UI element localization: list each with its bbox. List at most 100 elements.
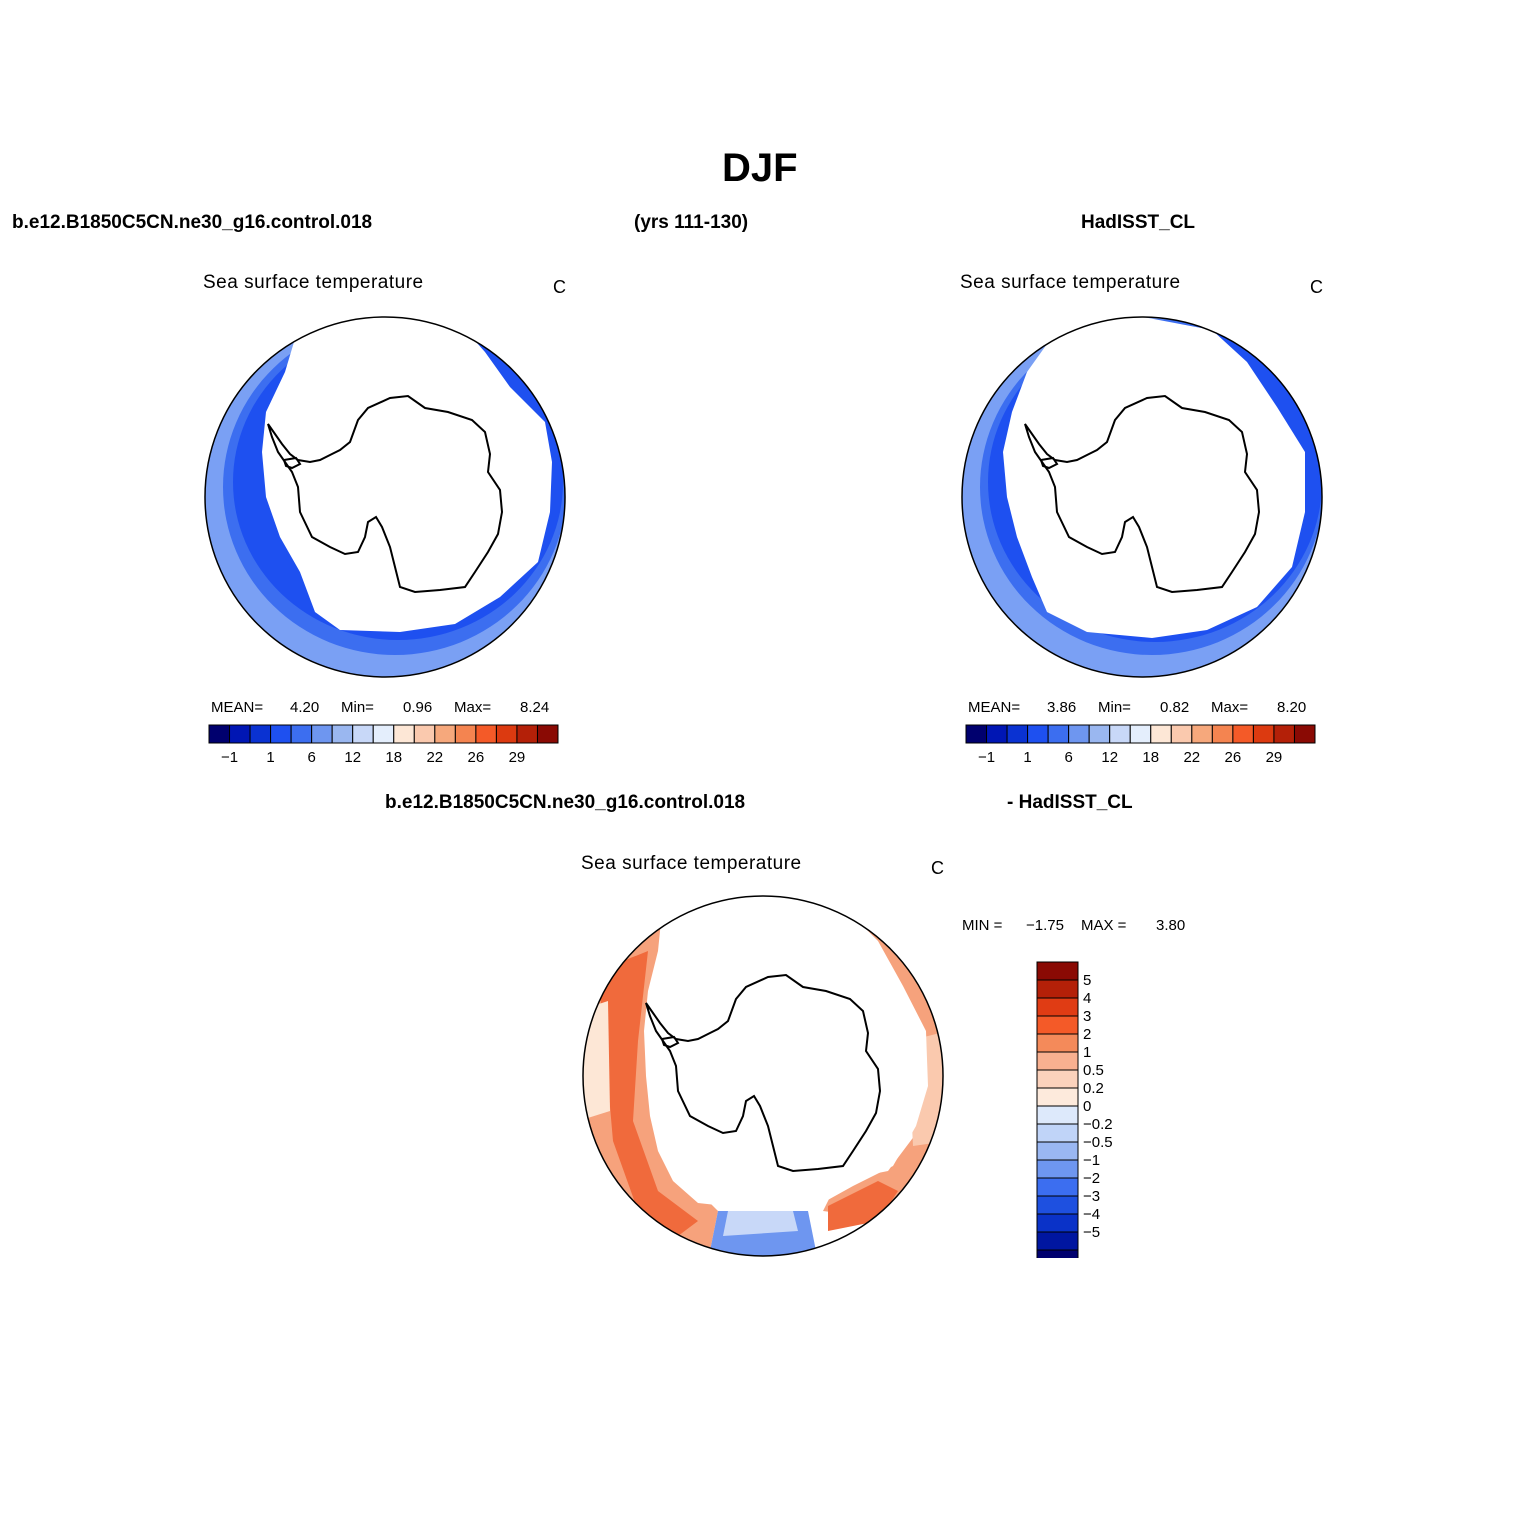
colorbar-tick-label: 1 (1083, 1044, 1091, 1061)
colorbar-swatch (249, 724, 272, 744)
colorbar-swatch (536, 724, 559, 744)
figure-title: DJF (722, 146, 798, 190)
colorbar-tick-label: 12 (344, 749, 361, 766)
sea-ice-region (644, 896, 928, 1211)
colorbar-swatch (475, 724, 497, 744)
obs-polar-map (961, 316, 1323, 678)
colorbar-swatch (1036, 1231, 1079, 1251)
colorbar-swatch (331, 724, 354, 744)
colorbar-swatch (1027, 724, 1049, 744)
diff-header-obs: - HadISST_CL (1007, 792, 1133, 813)
colorbar-swatch (1036, 1159, 1079, 1179)
model-colorbar: −1 1 6 12 18 22 26 29 (208, 724, 559, 766)
years-header: (yrs 111-130) (634, 212, 749, 233)
diff-max-value: 3.80 (1156, 917, 1186, 934)
obs-panel-title: Sea surface temperature (960, 272, 1181, 293)
diff-warm-pale (583, 1001, 610, 1121)
model-max-value: 8.24 (520, 699, 550, 716)
obs-mean-label: MEAN= (968, 699, 1021, 716)
diff-warm-east-strong (828, 1181, 898, 1231)
colorbar-tick-label: −1 (978, 749, 995, 766)
model-polar-map (204, 316, 566, 678)
diff-header-case: b.e12.B1850C5CN.ne30_g16.control.018 (385, 792, 746, 813)
colorbar-swatch (1150, 724, 1172, 744)
colorbar-swatch (454, 724, 477, 744)
colorbar-tick-label: 22 (1183, 749, 1200, 766)
model-mean-value: 4.20 (290, 699, 320, 716)
model-panel-title: Sea surface temperature (203, 272, 424, 293)
colorbar-swatch (270, 724, 292, 744)
colorbar-tick-label: 0 (1083, 1098, 1091, 1115)
colorbar-tick-label: 12 (1101, 749, 1118, 766)
colorbar-swatch (1036, 1087, 1079, 1107)
colorbar-tick-label: 0.2 (1083, 1080, 1104, 1097)
diff-max-label: MAX = (1081, 917, 1127, 934)
colorbar-swatch (1252, 724, 1275, 744)
colorbar-swatch (1036, 979, 1079, 999)
antarctica-coastline (645, 973, 882, 1173)
colorbar-swatch (1036, 1033, 1079, 1053)
colorbar-swatch (1232, 724, 1254, 744)
diff-min-label: MIN = (962, 917, 1003, 934)
colorbar-swatch (1036, 961, 1079, 981)
colorbar-swatch (1036, 1051, 1079, 1071)
colorbar-swatch (1170, 724, 1193, 744)
peninsula-detail (282, 456, 302, 470)
colorbar-swatch (1047, 724, 1070, 744)
model-panel-units: C (553, 277, 566, 297)
obs-colorbar: −1 1 6 12 18 22 26 29 (965, 724, 1316, 766)
colorbar-tick-label: −4 (1083, 1206, 1100, 1223)
colorbar-swatch (311, 724, 333, 744)
obs-min-label: Min= (1098, 699, 1131, 716)
diff-min-value: −1.75 (1026, 917, 1064, 934)
colorbar-tick-label: −0.2 (1083, 1116, 1113, 1133)
obs-max-label: Max= (1211, 699, 1249, 716)
diff-cool-south-pale (723, 1211, 798, 1236)
colorbar-swatch (1036, 1015, 1079, 1035)
colorbar-tick-label: −2 (1083, 1170, 1100, 1187)
diff-warm-west-strong (598, 951, 698, 1236)
colorbar-tick-label: 1 (266, 749, 274, 766)
colorbar-swatch (1006, 724, 1029, 744)
colorbar-tick-label: 1 (1023, 749, 1031, 766)
colorbar-tick-label: 29 (509, 749, 526, 766)
antarctica-coastline (267, 394, 504, 594)
obs-mean-value: 3.86 (1047, 699, 1077, 716)
colorbar-swatch (372, 724, 395, 744)
peninsula-detail (1039, 456, 1059, 470)
colorbar-swatch (1036, 1195, 1079, 1215)
colorbar-swatch (1109, 724, 1131, 744)
colorbar-swatch (434, 724, 456, 744)
colorbar-swatch (1211, 724, 1234, 744)
case-name-header: b.e12.B1850C5CN.ne30_g16.control.018 (12, 212, 373, 233)
colorbar-tick-label: 26 (1225, 749, 1242, 766)
map-boundary (582, 895, 944, 1257)
colorbar-tick-label: 29 (1266, 749, 1283, 766)
colorbar-swatch (1273, 724, 1295, 744)
colorbar-swatch (1036, 1069, 1079, 1089)
colorbar-swatch (1191, 724, 1213, 744)
sea-ice-region (1003, 317, 1305, 638)
diff-panel-units: C (931, 858, 944, 878)
colorbar-swatch (495, 724, 518, 744)
colorbar-swatch (1036, 1249, 1079, 1258)
colorbar-tick-label: 26 (468, 749, 485, 766)
colorbar-swatch (1036, 1141, 1079, 1161)
diff-panel-title: Sea surface temperature (581, 853, 802, 874)
colorbar-tick-label: 2 (1083, 1026, 1091, 1043)
map-boundary (204, 316, 566, 678)
colorbar-tick-label: −1 (1083, 1152, 1100, 1169)
colorbar-swatch (965, 724, 988, 744)
colorbar-swatch (516, 724, 538, 744)
colorbar-tick-label: −5 (1083, 1224, 1100, 1241)
obs-min-value: 0.82 (1160, 699, 1190, 716)
colorbar-swatch (1036, 1105, 1079, 1125)
colorbar-swatch (986, 724, 1008, 744)
sea-ice-region (262, 317, 552, 632)
colorbar-swatch (1293, 724, 1316, 744)
colorbar-swatch (393, 724, 415, 744)
map-boundary (961, 316, 1323, 678)
colorbar-swatch (1129, 724, 1152, 744)
obs-max-value: 8.20 (1277, 699, 1307, 716)
colorbar-tick-label: 6 (1064, 749, 1072, 766)
